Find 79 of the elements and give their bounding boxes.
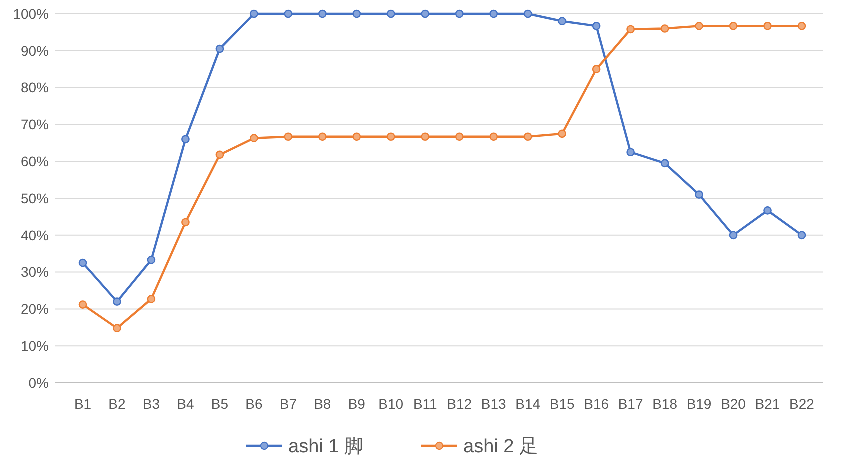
point xyxy=(147,295,156,304)
x-tick-label: B14 xyxy=(516,396,541,412)
point xyxy=(626,25,635,34)
point xyxy=(660,159,670,168)
x-tick-label: B12 xyxy=(447,396,472,412)
point xyxy=(216,150,224,160)
point xyxy=(250,134,258,143)
point xyxy=(318,10,327,18)
point xyxy=(558,17,566,26)
y-tick-label: 40% xyxy=(20,227,49,244)
point xyxy=(318,132,327,142)
x-tick-label: B5 xyxy=(211,396,229,412)
y-tick-label: 100% xyxy=(13,6,49,22)
point xyxy=(626,148,635,157)
point xyxy=(78,258,88,268)
x-tick-label: B7 xyxy=(280,396,298,412)
point xyxy=(558,130,566,138)
point xyxy=(592,22,601,30)
y-tick-label: 30% xyxy=(20,264,49,280)
x-tick-label: B11 xyxy=(413,396,438,412)
point xyxy=(592,65,601,74)
point xyxy=(695,190,704,199)
x-tick-label: B19 xyxy=(686,396,712,412)
y-tick-label: 90% xyxy=(20,42,49,59)
legend-label: ashi 2 足 xyxy=(464,436,538,458)
x-tick-label: B4 xyxy=(177,396,194,412)
x-tick-label: B16 xyxy=(584,396,610,412)
y-tick-label: 80% xyxy=(20,80,49,96)
point xyxy=(764,206,772,215)
point xyxy=(216,44,224,54)
point xyxy=(798,22,806,30)
x-tick-label: B6 xyxy=(246,396,263,412)
y-tick-label: 50% xyxy=(20,190,49,206)
point xyxy=(113,298,122,306)
x-tick-label: B3 xyxy=(142,396,160,412)
y-tick-label: 60% xyxy=(20,154,49,170)
point xyxy=(352,10,362,18)
point xyxy=(729,22,738,30)
point xyxy=(284,10,293,18)
x-tick-label: B2 xyxy=(108,396,126,412)
x-tick-label: B1 xyxy=(74,396,92,412)
point xyxy=(455,132,464,142)
point xyxy=(421,132,430,142)
point xyxy=(386,10,396,18)
x-tick-label: B17 xyxy=(618,396,644,412)
legend-label: ashi 1 脚 xyxy=(288,436,364,458)
x-tick-label: B18 xyxy=(652,396,678,412)
point xyxy=(352,132,362,142)
point xyxy=(490,132,498,142)
point xyxy=(284,132,293,142)
point xyxy=(455,10,464,18)
point xyxy=(182,135,190,144)
point xyxy=(764,22,772,30)
point xyxy=(386,132,396,142)
point xyxy=(695,22,704,30)
x-tick-label: B15 xyxy=(550,396,575,412)
point xyxy=(524,10,532,18)
point xyxy=(660,24,670,33)
x-tick-label: B22 xyxy=(790,396,815,412)
point xyxy=(524,132,532,142)
point xyxy=(182,218,190,227)
y-tick-label: 0% xyxy=(28,374,49,391)
point xyxy=(490,10,498,18)
x-tick-label: B9 xyxy=(348,396,366,412)
point xyxy=(421,10,430,18)
x-tick-label: B8 xyxy=(314,396,332,412)
x-tick-label: B20 xyxy=(721,396,746,412)
point xyxy=(250,10,258,18)
x-tick-label: B13 xyxy=(481,396,507,412)
y-tick-label: 10% xyxy=(20,338,49,354)
x-tick-label: B21 xyxy=(755,396,780,412)
y-tick-label: 70% xyxy=(20,116,49,133)
point xyxy=(729,231,738,240)
point xyxy=(78,300,88,309)
point xyxy=(113,324,122,333)
x-tick-label: B10 xyxy=(378,396,404,412)
point xyxy=(798,231,806,240)
point xyxy=(147,256,156,264)
y-tick-label: 20% xyxy=(20,301,49,318)
